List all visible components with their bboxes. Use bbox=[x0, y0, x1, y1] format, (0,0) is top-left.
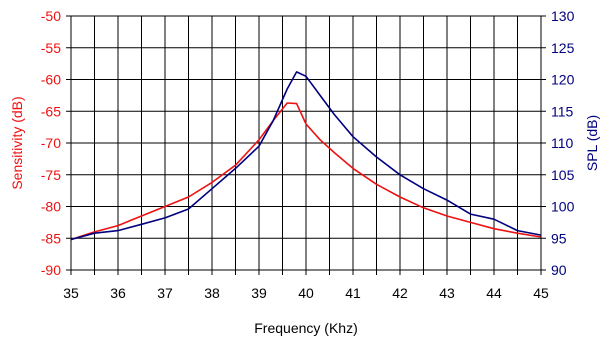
spl-series-line bbox=[70, 71, 542, 241]
x-tick-label: 44 bbox=[486, 285, 502, 301]
right-y-tick-label: 120 bbox=[551, 72, 575, 88]
left-y-tick-label: -60 bbox=[41, 72, 61, 88]
right-y-tick-label: 105 bbox=[551, 167, 575, 183]
left-y-tick-label: -70 bbox=[41, 135, 61, 151]
x-tick-label: 41 bbox=[345, 285, 361, 301]
left-y-tick-label: -65 bbox=[41, 103, 61, 119]
series-lines bbox=[70, 71, 542, 241]
x-tick-label: 36 bbox=[110, 285, 126, 301]
left-y-tick-label: -55 bbox=[41, 40, 61, 56]
x-tick-label: 35 bbox=[63, 285, 79, 301]
x-tick-label: 42 bbox=[392, 285, 408, 301]
right-y-tick-label: 125 bbox=[551, 40, 575, 56]
left-y-tick-label: -80 bbox=[41, 199, 61, 215]
right-y-axis-title: SPL (dB) bbox=[584, 115, 600, 171]
right-y-tick-label: 95 bbox=[551, 230, 567, 246]
right-y-tick-label: 115 bbox=[551, 103, 574, 119]
left-y-tick-label: -50 bbox=[41, 8, 61, 24]
left-y-tick-label: -75 bbox=[41, 167, 61, 183]
sensitivity-series-line bbox=[70, 102, 542, 241]
left-y-tick-label: -85 bbox=[41, 230, 61, 246]
x-axis-title: Frequency (Khz) bbox=[254, 320, 357, 336]
left-y-axis-title: Sensitivity (dB) bbox=[9, 96, 25, 189]
right-y-tick-label: 90 bbox=[551, 262, 567, 278]
x-tick-label: 43 bbox=[439, 285, 455, 301]
x-tick-label: 39 bbox=[251, 285, 267, 301]
right-y-tick-label: 130 bbox=[551, 8, 575, 24]
x-tick-label: 37 bbox=[157, 285, 173, 301]
right-y-tick-label: 110 bbox=[551, 135, 574, 151]
x-tick-label: 38 bbox=[204, 285, 220, 301]
tick-labels: -50 -55 -60 -65 -70 -75 -80 -85 -90 130 125 120 115 1… bbox=[41, 8, 575, 301]
x-tick-label: 45 bbox=[533, 285, 549, 301]
left-y-tick-label: -90 bbox=[41, 262, 61, 278]
right-y-tick-label: 100 bbox=[551, 199, 575, 215]
x-tick-label: 40 bbox=[298, 285, 314, 301]
grid bbox=[71, 16, 541, 270]
